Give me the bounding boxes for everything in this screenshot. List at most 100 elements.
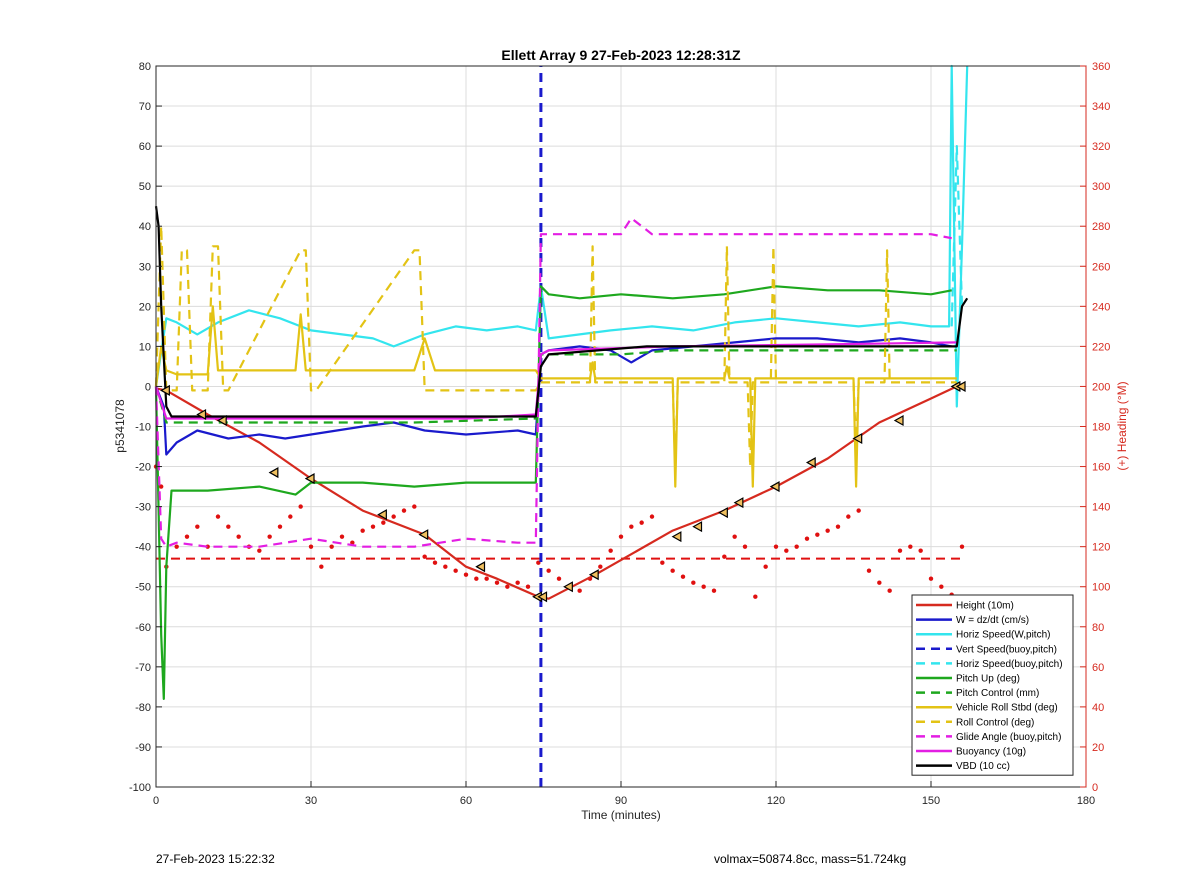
heading-point: [608, 548, 613, 553]
heading-point: [773, 544, 779, 549]
legend-label: Vert Speed(buoy,pitch): [956, 644, 1057, 655]
y2-tick-label: 220: [1092, 341, 1110, 353]
heading-point: [515, 580, 520, 585]
chart-title: Ellett Array 9 27-Feb-2023 12:28:31Z: [501, 47, 741, 63]
y2-axis-label: (+) Heading (°M): [1115, 381, 1129, 470]
heading-point: [401, 508, 407, 513]
y-tick-label: -100: [129, 782, 151, 794]
y-tick-label: -10: [135, 422, 151, 434]
y-tick-label: -90: [135, 742, 151, 754]
heading-point: [784, 548, 789, 553]
surface-marker: [769, 481, 780, 493]
series-line-vbd-10-cc: [154, 206, 969, 418]
surface-marker: [216, 414, 227, 427]
heading-point: [308, 544, 314, 549]
heading-point: [897, 548, 903, 553]
surface-marker: [671, 531, 682, 543]
y-tick-label: -30: [135, 502, 151, 514]
heading-point: [329, 544, 334, 549]
heading-point: [846, 514, 851, 519]
y-tick-label: 40: [139, 221, 151, 233]
heading-point: [381, 520, 386, 525]
y2-tick-label: 180: [1092, 422, 1110, 434]
series-line-roll-control-deg: [154, 225, 957, 468]
y2-tick-label: 360: [1092, 61, 1110, 73]
heading-point: [215, 514, 221, 519]
heading-point: [598, 564, 603, 569]
legend-label: Buoyancy (10g): [956, 747, 1026, 758]
heading-point: [794, 544, 799, 549]
surface-marker: [805, 457, 816, 469]
legend: Height (10m) W = dz/dt (cm/s) Horiz Speed(…: [911, 594, 1074, 776]
y2-tick-label: 80: [1092, 622, 1104, 634]
y2-tick-label: 0: [1092, 782, 1098, 794]
heading-point: [711, 588, 717, 593]
heading-point: [257, 548, 262, 553]
heading-point: [494, 580, 500, 585]
x-tick-label: 30: [305, 795, 317, 807]
x-tick-label: 0: [153, 795, 159, 807]
y2-tick-label: 300: [1092, 181, 1110, 193]
legend-label: Height (10m): [956, 601, 1014, 612]
y-tick-label: -70: [135, 662, 151, 674]
y-axis-label: p5341078: [113, 399, 127, 453]
surface-marker: [718, 507, 728, 519]
legend-label: Horiz Speed(buoy,pitch): [956, 659, 1063, 670]
x-tick-label: 120: [767, 795, 785, 807]
heading-point: [412, 504, 417, 509]
legend-label: VBD (10 cc): [956, 761, 1010, 772]
heading-point: [422, 554, 427, 559]
heading-point: [370, 524, 376, 529]
y2-tick-label: 200: [1092, 381, 1110, 393]
heading-point: [732, 534, 737, 539]
heading-point: [463, 572, 469, 577]
heading-point: [866, 568, 872, 573]
heading-point: [339, 534, 345, 539]
y-tick-label: 0: [145, 381, 151, 393]
heading-point: [742, 544, 748, 549]
surface-marker: [268, 467, 279, 479]
y-tick-label: -80: [135, 702, 151, 714]
y2-tick-label: 60: [1092, 662, 1104, 674]
heading-point: [556, 576, 562, 581]
heading-point: [453, 568, 458, 573]
heading-point: [639, 520, 644, 525]
y2-tick-label: 160: [1092, 462, 1110, 474]
footer-volmax-mass: volmax=50874.8cc, mass=51.724kg: [714, 852, 907, 866]
y-tick-label: -20: [135, 462, 151, 474]
heading-point: [959, 544, 965, 549]
series-line-glide-angle-buoy-pitch: [154, 217, 952, 548]
y-tick-label: 20: [139, 301, 151, 313]
y-tick-label: -50: [135, 582, 151, 594]
surface-marker: [418, 529, 429, 541]
heading-point: [691, 580, 696, 585]
y-tick-label: 70: [139, 101, 151, 113]
y-tick-label: 30: [139, 261, 151, 273]
heading-point: [908, 544, 913, 549]
heading-point: [391, 514, 396, 519]
heading-point: [763, 564, 768, 569]
heading-point: [670, 568, 675, 573]
heading-point: [443, 564, 448, 569]
surface-marker: [537, 591, 548, 603]
heading-point: [815, 532, 820, 537]
heading-point: [432, 560, 438, 565]
y-tick-label: -40: [135, 542, 151, 554]
heading-point: [226, 524, 231, 529]
heading-point: [505, 584, 510, 589]
heading-point: [887, 588, 892, 593]
data-layer: [153, 64, 969, 787]
y-tick-label: 60: [139, 141, 151, 153]
heading-point: [680, 574, 686, 579]
y2-tick-label: 120: [1092, 542, 1110, 554]
heading-point: [288, 514, 293, 519]
heading-point: [158, 484, 164, 489]
y2-tick-label: 260: [1092, 261, 1110, 273]
footer-timestamp: 27-Feb-2023 15:22:32: [156, 852, 275, 866]
heading-point: [184, 534, 190, 539]
heading-point: [195, 524, 200, 529]
y-tick-label: 10: [139, 341, 151, 353]
heading-point: [649, 514, 655, 519]
legend-label: Pitch Up (deg): [956, 674, 1020, 685]
y2-tick-label: 240: [1092, 301, 1110, 313]
